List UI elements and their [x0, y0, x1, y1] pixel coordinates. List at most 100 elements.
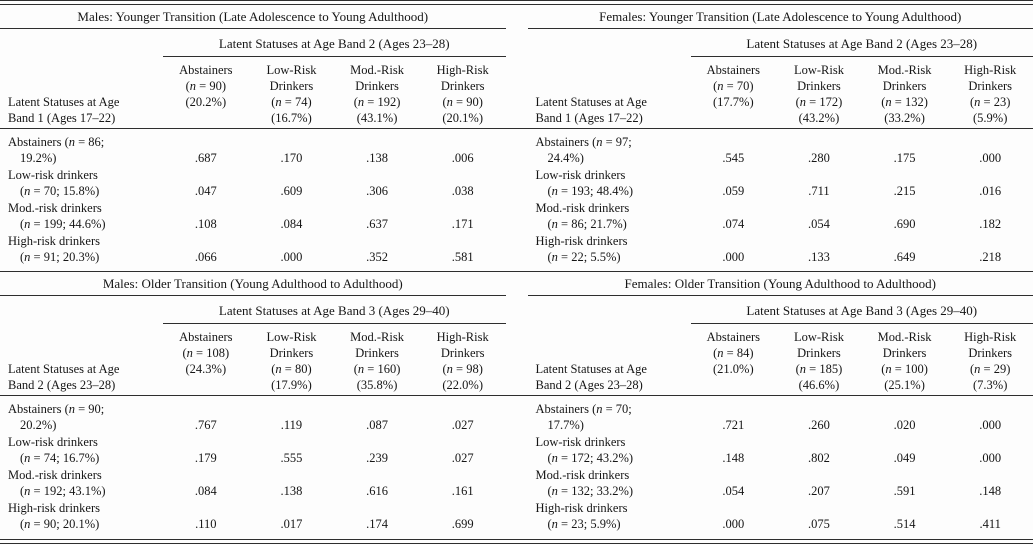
- row-label-line2: (n = 192; 43.1%): [20, 484, 106, 498]
- stub-spacer: [528, 29, 691, 57]
- table-females-older-title-cell: Females: Older Transition (Young Adultho…: [527, 272, 1033, 296]
- row-label-line1: Abstainers (n = 90;: [8, 402, 105, 416]
- spanner-half-females-older: Latent Statuses at Age Band 3 (Ages 29–4…: [528, 296, 1033, 324]
- row-label-line1: High-risk drinkers: [535, 234, 628, 248]
- cell-value: .017: [280, 517, 303, 531]
- cell-value: .006: [451, 151, 474, 165]
- row-values: .148 .802 .049 .000: [691, 450, 1033, 466]
- header-band-older: Latent Statuses at Age Band 2 (Ages 23–2…: [0, 324, 1033, 396]
- row-values: .000 .133 .649 .218: [691, 249, 1033, 265]
- top-double-rule: [0, 0, 1033, 5]
- cell-value: .049: [893, 451, 916, 465]
- row-label-line1: Abstainers (n = 70;: [535, 402, 632, 416]
- stub-spacer: [528, 296, 691, 324]
- column-header: High-Risk Drinkers (n = 90) (20.1%): [436, 63, 489, 125]
- cell-value: .038: [451, 184, 474, 198]
- cell-value: .174: [366, 517, 388, 531]
- cell-value: .616: [366, 484, 388, 498]
- cell-value: .000: [280, 250, 303, 264]
- cell-value: .207: [808, 484, 830, 498]
- spanner-band-younger: Latent Statuses at Age Band 2 (Ages 23–2…: [0, 29, 1033, 57]
- body-females-younger: Abstainers (n = 97; 24.4%) .545 .280 .17…: [528, 133, 1033, 265]
- cell-value: .054: [808, 217, 830, 231]
- column-spanner: Latent Statuses at Age Band 3 (Ages 29–4…: [163, 296, 506, 324]
- row-values: .108 .084 .637 .171: [163, 216, 506, 232]
- table-title: Males: Younger Transition (Late Adolesce…: [77, 9, 429, 24]
- cell-value: .637: [366, 217, 388, 231]
- table-row: Abstainers (n = 97; 24.4%) .545 .280 .17…: [528, 133, 1033, 166]
- row-label-line2: (n = 74; 16.7%): [20, 451, 100, 465]
- column-header: High-Risk Drinkers (n = 98) (22.0%): [436, 330, 489, 392]
- column-headers: Abstainers (n = 70) (17.7%) Low-Risk Dri…: [691, 57, 1033, 128]
- row-label-line1: Mod.-risk drinkers: [535, 468, 630, 482]
- table-row: Abstainers (n = 70; 17.7%) .721 .260 .02…: [528, 400, 1033, 433]
- spanner-half-females-younger: Latent Statuses at Age Band 2 (Ages 23–2…: [528, 29, 1033, 57]
- title-band-younger: Males: Younger Transition (Late Adolesce…: [0, 5, 1033, 29]
- column-headers: Abstainers (n = 90) (20.2%) Low-Risk Dri…: [163, 57, 506, 128]
- cell-value: .171: [451, 217, 474, 231]
- table-row: Mod.-risk drinkers (n = 86; 21.7%) .074 …: [528, 199, 1033, 232]
- row-values: .054 .207 .591 .148: [691, 483, 1033, 499]
- column-header: Low-Risk Drinkers (n = 185) (46.6%): [793, 330, 844, 392]
- cell-value: .218: [979, 250, 1002, 264]
- table-row: High-risk drinkers (n = 90; 20.1%) .110 …: [0, 499, 506, 532]
- cell-value: .182: [979, 217, 1002, 231]
- row-label: Low-risk drinkers (n = 70; 15.8%): [0, 167, 163, 199]
- column-header: Mod.-Risk Drinkers (n = 100) (25.1%): [877, 330, 932, 392]
- cell-value: .138: [366, 151, 388, 165]
- cell-value: .591: [893, 484, 916, 498]
- cell-value: .699: [451, 517, 474, 531]
- body-males-younger: Abstainers (n = 86; 19.2%) .687 .170 .13…: [0, 133, 506, 265]
- body-band-older: Abstainers (n = 90; 20.2%) .767 .119 .08…: [0, 396, 1033, 539]
- row-values: .545 .280 .175 .000: [691, 150, 1033, 166]
- header-band-younger: Latent Statuses at Age Band 1 (Ages 17–2…: [0, 57, 1033, 129]
- spanner-half-males-older: Latent Statuses at Age Band 3 (Ages 29–4…: [0, 296, 506, 324]
- column-header: Abstainers (n = 90) (20.2%): [179, 63, 233, 109]
- cell-value: .170: [280, 151, 303, 165]
- table-row: High-risk drinkers (n = 22; 5.5%) .000 .…: [528, 232, 1033, 265]
- stub-header: Latent Statuses at Age Band 2 (Ages 23–2…: [535, 362, 647, 392]
- cell-value: .000: [722, 517, 745, 531]
- cell-value: .059: [722, 184, 745, 198]
- table-row: Low-risk drinkers (n = 74; 16.7%) .179 .…: [0, 433, 506, 466]
- column-headers: Abstainers (n = 108) (24.3%) Low-Risk Dr…: [163, 324, 506, 395]
- header-half-males-younger: Latent Statuses at Age Band 1 (Ages 17–2…: [0, 57, 506, 128]
- cell-value: .138: [280, 484, 303, 498]
- table-title: Males: Older Transition (Young Adulthood…: [102, 276, 403, 291]
- cell-value: .175: [893, 151, 916, 165]
- column-header: Mod.-Risk Drinkers (n = 132) (33.2%): [877, 63, 932, 125]
- column-header: High-Risk Drinkers (n = 23) (5.9%): [964, 63, 1017, 125]
- cell-value: .000: [979, 151, 1002, 165]
- stub-header: Latent Statuses at Age Band 2 (Ages 23–2…: [8, 362, 120, 392]
- row-values: .074 .054 .690 .182: [691, 216, 1033, 232]
- cell-value: .119: [280, 418, 303, 432]
- cell-value: .721: [722, 418, 745, 432]
- row-label: High-risk drinkers (n = 90; 20.1%): [0, 500, 163, 532]
- cell-value: .000: [979, 451, 1002, 465]
- row-label-line1: Low-risk drinkers: [535, 168, 626, 182]
- cell-value: .514: [893, 517, 916, 531]
- row-values: .000 .075 .514 .411: [691, 516, 1033, 532]
- cell-value: .581: [451, 250, 474, 264]
- cell-value: .027: [451, 451, 474, 465]
- cell-value: .280: [808, 151, 830, 165]
- stub-spacer: [0, 296, 163, 324]
- cell-value: .133: [808, 250, 830, 264]
- column-spanner: Latent Statuses at Age Band 2 (Ages 23–2…: [163, 29, 506, 57]
- cell-value: .767: [194, 418, 217, 432]
- table-row: Mod.-risk drinkers (n = 192; 43.1%) .084…: [0, 466, 506, 499]
- row-label-line1: Abstainers (n = 86;: [8, 135, 105, 149]
- cell-value: .108: [194, 217, 217, 231]
- cell-value: .075: [808, 517, 830, 531]
- cell-value: .027: [451, 418, 474, 432]
- cell-value: .087: [366, 418, 388, 432]
- cell-value: .609: [280, 184, 303, 198]
- row-values: .047 .609 .306 .038: [163, 183, 506, 199]
- column-header: Low-Risk Drinkers (n = 80) (17.9%): [266, 330, 317, 392]
- header-half-females-younger: Latent Statuses at Age Band 1 (Ages 17–2…: [528, 57, 1033, 128]
- column-spanner: Latent Statuses at Age Band 3 (Ages 29–4…: [690, 296, 1033, 324]
- body-band-younger: Abstainers (n = 86; 19.2%) .687 .170 .13…: [0, 129, 1033, 272]
- cell-value: .084: [280, 217, 303, 231]
- cell-value: .110: [195, 517, 217, 531]
